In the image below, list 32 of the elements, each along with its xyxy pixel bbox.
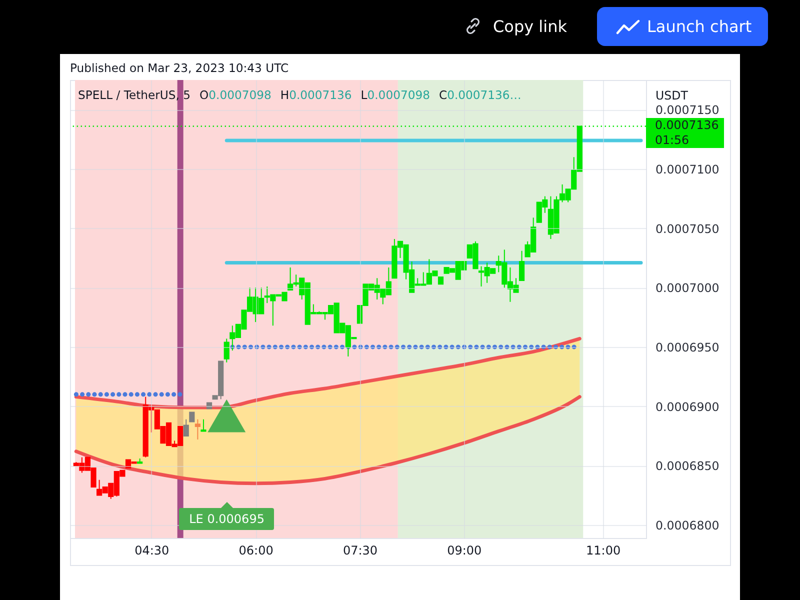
y-axis-title: USDT — [656, 88, 689, 102]
x-tick-label: 06:00 — [238, 544, 274, 558]
x-tick-label: 09:00 — [447, 544, 482, 558]
button: Launch chart — [597, 7, 768, 46]
text: 01:56 — [646, 133, 724, 148]
y-tick-label: 0.0007000 — [656, 281, 720, 296]
candlestick — [518, 250, 525, 282]
x-tick-label: 11:00 — [586, 544, 621, 558]
line-series — [74, 336, 582, 410]
annotation: LE 0.000695 — [179, 508, 274, 530]
ref-line-label: 0.0007136 — [646, 118, 724, 134]
candlestick — [224, 338, 230, 363]
x-tick-label: 07:30 — [342, 544, 378, 558]
x-tick-label: 04:30 — [134, 544, 170, 558]
annotation: L0.0007098 — [360, 88, 430, 102]
annotation: H0.0007136 — [280, 88, 352, 102]
y-tick-label: 0.0006900 — [656, 400, 720, 414]
candlestick — [200, 418, 206, 432]
text: Published on Mar 23, 2023 10:43 UTC — [70, 61, 289, 75]
annotation: O0.0007098 — [200, 88, 272, 102]
candlestick — [183, 418, 189, 436]
annotation: C0.0007136… — [438, 88, 522, 102]
candlestick — [189, 412, 195, 422]
y-tick-label: 0.0007100 — [656, 162, 720, 176]
y-tick-label: 0.0007050 — [656, 222, 720, 236]
candlestick — [194, 418, 200, 440]
line-series — [74, 395, 582, 486]
y-tick-label: 0.0007150 — [656, 103, 720, 118]
text: Copy link — [493, 17, 567, 36]
y-tick-label: 0.0006800 — [656, 518, 720, 532]
y-tick-label: 0.0006850 — [656, 459, 720, 474]
y-tick-label: 0.0006950 — [656, 340, 720, 354]
